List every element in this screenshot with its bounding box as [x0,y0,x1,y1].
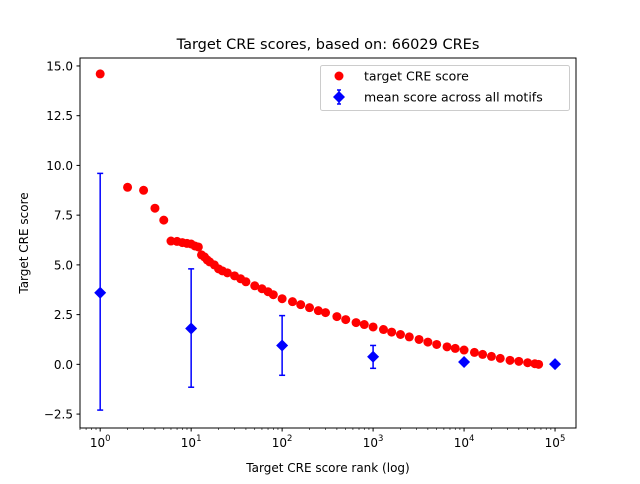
mean-score-point [276,314,289,377]
target-cre-score-point [505,355,515,365]
target-cre-score-point [287,297,297,307]
target-cre-score-point [159,215,169,225]
mean-score-point [458,355,471,368]
target-cre-score-point [459,345,469,355]
x-tick-label: 100 [90,434,111,450]
target-cre-score-point [404,332,414,342]
target-cre-score-point [523,358,533,368]
target-cre-score-point [442,342,452,352]
legend-marker-mean-score [333,89,345,105]
y-tick-label: 5.0 [54,258,73,272]
target-cre-score-point [486,351,496,361]
target-cre-score-point [139,185,149,195]
y-tick-label: 15.0 [46,59,73,73]
target-cre-score-point [193,242,203,252]
legend-label-target-cre-score: target CRE score [364,69,469,84]
y-tick-label: 12.5 [46,109,73,123]
mean-score-point [94,172,107,411]
target-cre-score-point [469,347,479,357]
mean-score-diamond [276,339,289,352]
y-tick-label: 0.0 [54,358,73,372]
target-cre-score-point [495,353,505,363]
target-cre-score-point [222,268,232,278]
target-cre-score-point [313,306,323,316]
x-tick-label: 104 [454,434,475,450]
x-tick-label: 101 [181,434,202,450]
target-cre-score-point [395,330,405,340]
x-tick-label: 103 [363,434,384,450]
target-cre-score-point [432,339,442,349]
y-tick-label: 2.5 [54,308,73,322]
legend: target CRE score mean score across all m… [320,65,570,111]
target-cre-score-point [351,318,361,328]
target-cre-score-point [378,325,388,335]
mean-score-point [185,268,198,388]
y-tick-label: 10.0 [46,159,73,173]
mean-score-diamond [94,286,107,299]
target-cre-score-point [321,308,331,318]
target-cre-score-point [241,277,251,287]
x-tick-label: 102 [272,434,293,450]
legend-box [320,65,570,111]
target-cre-score-point [514,356,524,366]
legend-marker-target-cre-score [334,71,344,81]
target-cre-score-point [414,334,424,344]
target-cre-score-point [305,303,315,313]
target-cre-score-point [478,349,488,359]
target-cre-score-point [268,290,278,300]
legend-label-mean-score: mean score across all motifs [364,90,543,105]
target-cre-score-point [150,203,160,213]
target-cre-score-point [387,327,397,337]
target-cre-score-point [296,300,306,310]
target-cre-score-point [359,320,369,330]
target-cre-score-point [332,312,342,322]
chart-title: Target CRE scores, based on: 66029 CREs [176,37,480,53]
mean-score-diamond [185,322,198,335]
y-tick-label: 7.5 [54,209,73,223]
y-axis-label: Target CRE score [17,192,31,294]
mean-score-point [549,358,562,371]
target-cre-score-point [123,182,133,192]
x-axis-label: Target CRE score rank (log) [245,461,409,475]
target-cre-score-point [341,315,351,325]
plot-area-frame [79,57,577,429]
target-cre-score-point [423,337,433,347]
target-cre-score-point [368,322,378,332]
target-cre-score-point [277,294,287,304]
target-cre-score-point [450,343,460,353]
target-cre-score-point [95,69,105,79]
target-cre-score-point [534,359,544,369]
target-cre-score-point [250,281,260,291]
x-tick-label: 105 [545,434,566,450]
mean-score-diamond [458,355,471,368]
mean-score-point [367,344,380,370]
mean-score-diamond [549,358,562,371]
y-tick-label: −2.5 [44,408,73,422]
mean-score-diamond [367,350,380,363]
